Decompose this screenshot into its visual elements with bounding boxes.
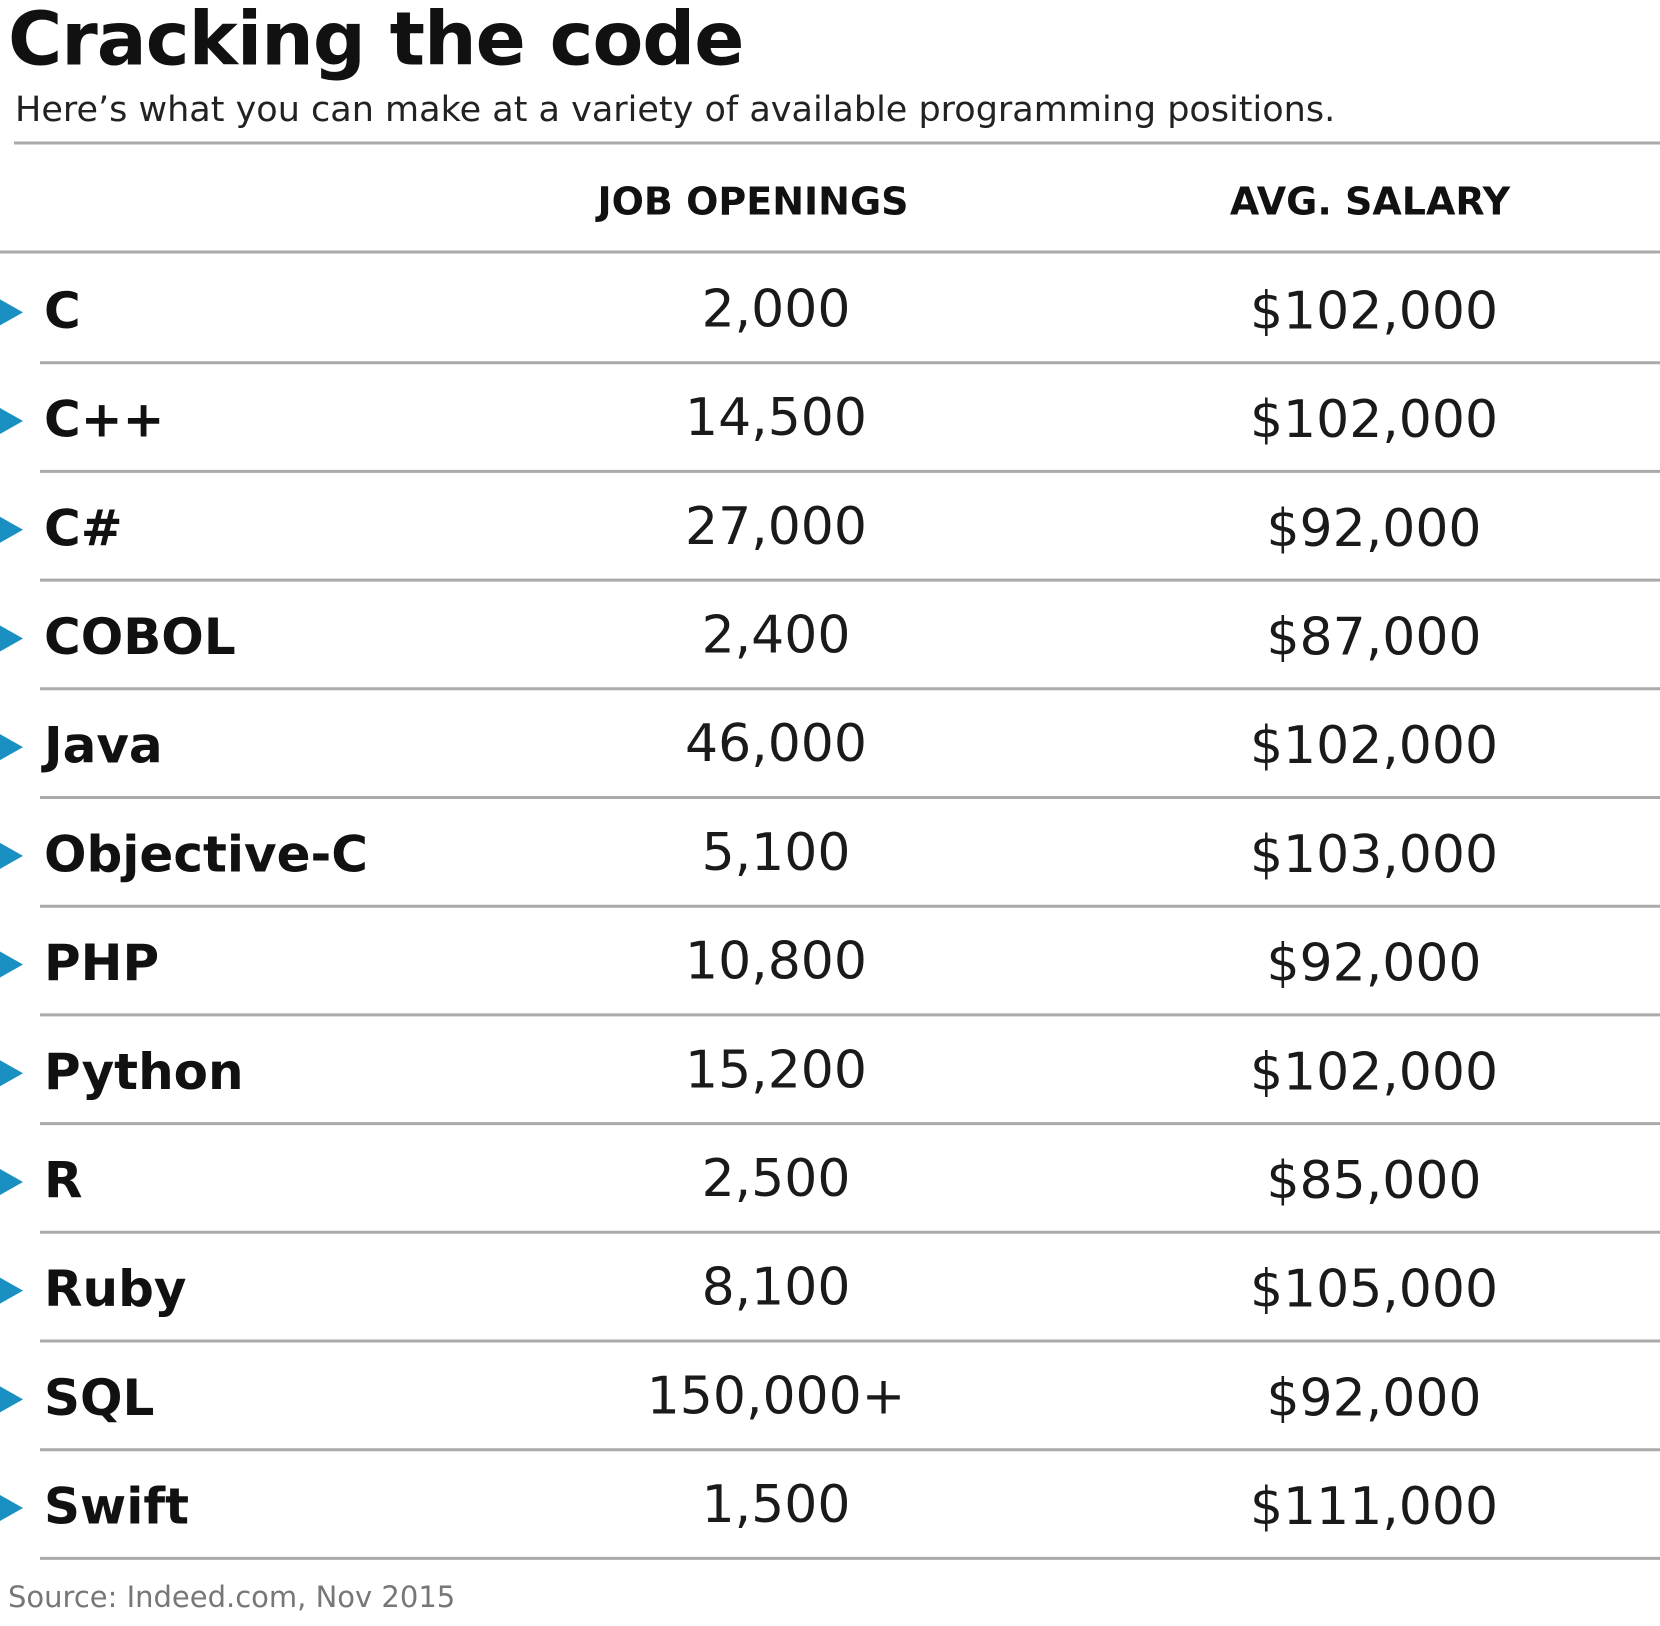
language: Ruby (44, 1260, 186, 1318)
row-marker (0, 408, 23, 435)
job-openings: 2,000 (702, 279, 851, 339)
language: Objective-C (44, 825, 368, 883)
language: COBOL (44, 608, 236, 666)
job-openings: 2,400 (702, 605, 851, 665)
job-openings: 2,500 (702, 1149, 851, 1209)
avg-salary: $105,000 (1250, 1260, 1498, 1320)
avg-salary: $92,000 (1266, 934, 1481, 994)
language: Swift (44, 1478, 189, 1536)
language: C++ (44, 391, 164, 449)
row-marker (0, 1495, 23, 1522)
language: Java (41, 717, 163, 775)
language: PHP (44, 934, 159, 992)
avg-salary: $85,000 (1266, 1151, 1481, 1211)
job-openings: 1,500 (702, 1475, 851, 1535)
avg-salary: $102,000 (1250, 281, 1498, 341)
job-openings: 14,500 (685, 388, 867, 448)
job-openings: 46,000 (685, 714, 867, 774)
language: C# (44, 499, 123, 557)
row-marker (0, 734, 23, 761)
subtitle: Here’s what you can make at a variety of… (15, 90, 1335, 130)
avg-salary: $92,000 (1266, 499, 1481, 559)
row-marker (0, 1060, 23, 1087)
job-openings: 5,100 (702, 823, 851, 883)
row-marker (0, 516, 23, 543)
job-openings: 15,200 (685, 1040, 867, 1100)
avg-salary: $102,000 (1250, 1042, 1498, 1102)
row-marker (0, 842, 23, 869)
job-openings: 10,800 (685, 932, 867, 992)
source: Source: Indeed.com, Nov 2015 (8, 1580, 455, 1614)
title: Cracking the code (8, 0, 743, 83)
column-header: JOB OPENINGS (594, 180, 908, 224)
language: R (44, 1151, 83, 1209)
row-marker (0, 299, 23, 326)
language: Python (44, 1043, 244, 1101)
avg-salary: $102,000 (1250, 390, 1498, 450)
row-marker (0, 1168, 23, 1195)
row-marker (0, 951, 23, 978)
avg-salary: $92,000 (1266, 1368, 1481, 1428)
avg-salary: $103,000 (1250, 825, 1498, 885)
language: C (44, 282, 81, 340)
avg-salary: $87,000 (1266, 607, 1481, 667)
row-marker (0, 625, 23, 652)
avg-salary: $111,000 (1250, 1477, 1498, 1537)
column-header: AVG. SALARY (1230, 180, 1511, 224)
language: SQL (44, 1369, 154, 1427)
row-marker (0, 1277, 23, 1304)
job-openings: 8,100 (702, 1258, 851, 1318)
avg-salary: $102,000 (1250, 716, 1498, 776)
row-marker (0, 1386, 23, 1413)
job-openings: 150,000+ (647, 1366, 906, 1426)
job-openings: 27,000 (685, 497, 867, 557)
